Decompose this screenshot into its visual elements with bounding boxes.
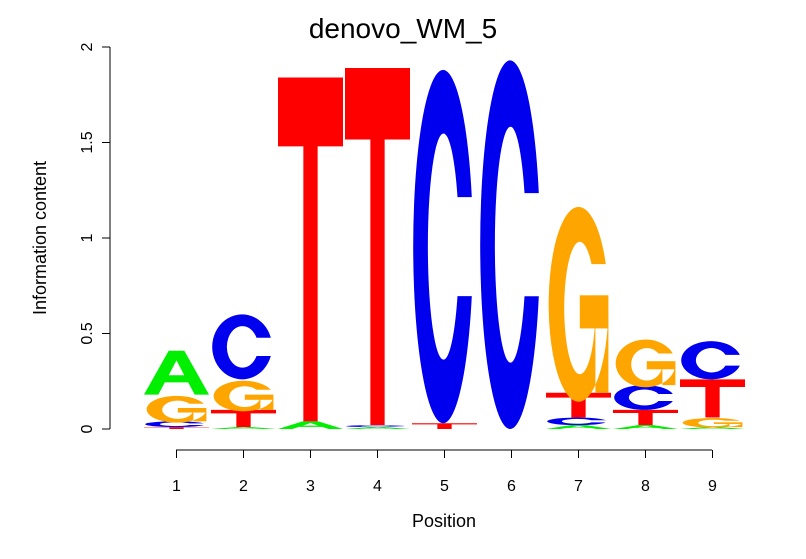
- letter-G-pos-8: [615, 339, 676, 388]
- letter-A-pos-3: [278, 421, 343, 429]
- x-tick-label: 9: [708, 478, 717, 495]
- letter-G-pos-7: [548, 206, 609, 402]
- x-axis: 1 2 3 4 5 6 7 8 9: [172, 449, 717, 495]
- letter-C-pos-1: [145, 421, 204, 428]
- letter-C-pos-4: [346, 425, 405, 428]
- y-tick-label: 0.5: [79, 322, 96, 344]
- letter-C-pos-7: [547, 417, 606, 426]
- letter-T-pos-4: [345, 68, 410, 426]
- x-tick-label: 3: [306, 478, 315, 495]
- letter-C-pos-6: [480, 60, 539, 430]
- chart-title: denovo_WM_5: [309, 13, 497, 44]
- x-axis-label: Position: [412, 511, 476, 531]
- letter-T-pos-1: [144, 427, 209, 429]
- y-tick-label: 1: [79, 233, 96, 242]
- letter-C-pos-2: [212, 314, 271, 380]
- y-tick-label: 0: [79, 424, 96, 433]
- letter-G-pos-2: [213, 380, 274, 412]
- x-tick-label: 2: [239, 478, 248, 495]
- y-tick-label: 1.5: [79, 131, 96, 153]
- letter-A-pos-8: [613, 425, 678, 429]
- letter-T-pos-8: [613, 409, 678, 426]
- letter-T-pos-2: [211, 409, 276, 428]
- x-tick-label: 5: [440, 478, 449, 495]
- x-tick-label: 4: [373, 478, 382, 495]
- letter-A-pos-2: [211, 427, 276, 429]
- y-axis: 0 0.5 1 1.5 2: [79, 42, 111, 433]
- letter-G-pos-1: [146, 395, 207, 423]
- letter-C-pos-9: [681, 341, 740, 380]
- letter-T-pos-7: [546, 392, 611, 418]
- letter-C-pos-8: [614, 385, 673, 410]
- y-tick-label: 2: [79, 42, 96, 51]
- letter-A-pos-9: [680, 427, 745, 429]
- letter-A-pos-1: [144, 350, 209, 395]
- x-tick-label: 8: [641, 478, 650, 495]
- y-axis-label: Information content: [30, 161, 50, 315]
- letter-C-pos-5: [413, 69, 472, 424]
- letter-A-pos-4: [345, 427, 410, 429]
- x-tick-label: 7: [574, 478, 583, 495]
- letter-A-pos-7: [546, 425, 611, 429]
- logo-letters: [144, 60, 745, 430]
- x-tick-label: 1: [172, 478, 181, 495]
- letter-T-pos-5: [412, 423, 477, 429]
- x-tick-label: 6: [507, 478, 516, 495]
- letter-T-pos-9: [680, 379, 745, 418]
- letter-T-pos-3: [278, 77, 343, 422]
- letter-G-pos-9: [682, 417, 743, 428]
